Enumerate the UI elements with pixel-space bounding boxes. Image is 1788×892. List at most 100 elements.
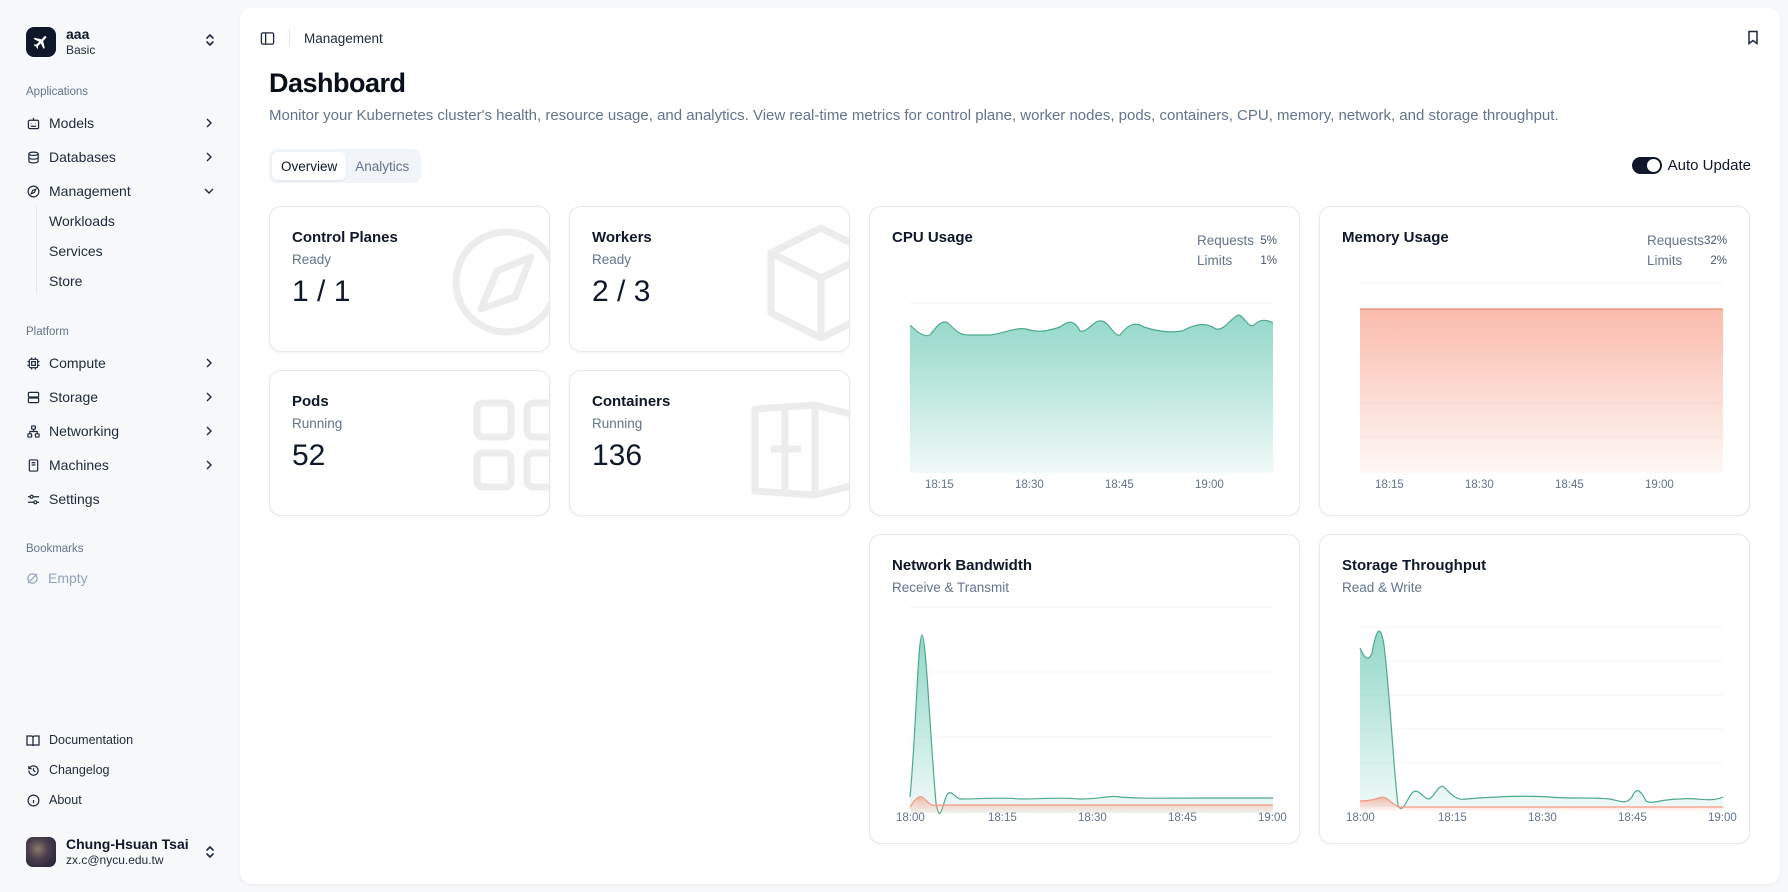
x-tick: 18:30	[1015, 479, 1044, 491]
sidebar-item-networking[interactable]: Networking	[26, 418, 216, 444]
chart-title: Network Bandwidth	[892, 557, 1033, 574]
sidebar-link-documentation[interactable]: Documentation	[26, 733, 133, 747]
x-tick: 18:00	[1346, 812, 1375, 824]
sidebar-item-databases[interactable]: Databases	[26, 144, 216, 170]
x-tick: 18:30	[1078, 812, 1107, 824]
footer-link-label: Documentation	[49, 733, 134, 747]
stat-value: 136	[592, 439, 643, 472]
sliders-icon	[26, 492, 40, 506]
stat-title: Workers	[592, 229, 652, 246]
requests-label: Requests	[1197, 233, 1255, 248]
chart-card-memory: 18:15 18:30 18:45 19:00 Memory Usage Req…	[1319, 206, 1750, 516]
x-tick: 18:30	[1528, 812, 1557, 824]
sidebar-item-settings[interactable]: Settings	[26, 486, 216, 512]
sidebar-item-management[interactable]: Management	[26, 178, 216, 204]
chevron-right-icon	[202, 458, 216, 475]
page-title: Dashboard	[269, 68, 406, 98]
sidebar-toggle-icon[interactable]	[260, 31, 275, 46]
page-description: Monitor your Kubernetes cluster's health…	[269, 107, 1559, 124]
chevron-right-icon	[202, 356, 216, 373]
x-tick: 19:00	[1258, 812, 1287, 824]
plane-icon	[26, 27, 56, 57]
x-tick: 19:00	[1708, 812, 1737, 824]
chevron-right-icon	[202, 424, 216, 441]
history-icon	[26, 763, 40, 777]
cpu-area-chart: 18:15 18:30 18:45 19:00	[909, 302, 1274, 491]
footer-link-label: Changelog	[49, 763, 110, 777]
container-icon	[751, 399, 849, 504]
auto-update-control: Auto Update	[1631, 157, 1751, 174]
sidebar-subitem-workloads[interactable]: Workloads	[49, 213, 115, 229]
chart-title: CPU Usage	[892, 229, 973, 246]
sidebar-item-label: Compute	[49, 355, 106, 371]
x-tick: 18:45	[1555, 479, 1584, 491]
memory-metrics: Requests 32% Limits 2%	[1647, 231, 1727, 271]
section-label-platform: Platform	[26, 326, 69, 338]
stat-value: 2 / 3	[592, 275, 651, 308]
sidebar-item-models[interactable]: Models	[26, 110, 216, 136]
section-label-applications: Applications	[26, 86, 89, 98]
sidebar-item-storage[interactable]: Storage	[26, 384, 216, 410]
x-tick: 18:15	[1438, 812, 1467, 824]
stat-status: Running	[292, 416, 343, 431]
submenu-line	[36, 206, 37, 294]
network-icon	[26, 424, 40, 438]
bookmark-icon[interactable]	[1746, 30, 1760, 50]
topbar-divider	[289, 29, 290, 47]
cpu-metrics: Requests 5% Limits 1%	[1197, 231, 1277, 271]
chevrons-up-down-icon	[204, 844, 216, 865]
stat-value: 1 / 1	[292, 275, 351, 308]
stat-card-containers: Containers Running 136	[569, 370, 850, 516]
requests-value: 32%	[1704, 235, 1728, 247]
auto-update-label: Auto Update	[1667, 157, 1751, 174]
main-panel: Management Dashboard Monitor your Kubern…	[240, 8, 1780, 884]
chart-subtitle: Receive & Transmit	[892, 580, 1010, 595]
stat-title: Control Planes	[292, 229, 398, 246]
x-tick: 18:45	[1105, 479, 1134, 491]
stat-card-control-planes: Control Planes Ready 1 / 1	[269, 206, 550, 352]
tab-analytics[interactable]: Analytics	[355, 158, 410, 174]
footer-link-label: About	[49, 793, 82, 807]
breadcrumb[interactable]: Management	[304, 30, 383, 46]
server-icon	[26, 390, 40, 404]
chevrons-up-down-icon	[204, 32, 216, 53]
grid-icon	[471, 399, 549, 504]
machine-icon	[26, 458, 40, 472]
section-label-bookmarks: Bookmarks	[26, 543, 84, 555]
requests-value: 5%	[1260, 235, 1277, 247]
sidebar-subitem-services[interactable]: Services	[49, 243, 103, 259]
sidebar-item-label: Machines	[49, 457, 109, 473]
x-tick: 18:45	[1168, 812, 1197, 824]
sidebar-item-label: Management	[49, 183, 131, 199]
bot-icon	[26, 116, 40, 130]
x-tick: 19:00	[1645, 479, 1674, 491]
team-switcher[interactable]: aaa Basic	[26, 26, 216, 58]
user-email: zx.c@nycu.edu.tw	[66, 853, 164, 867]
sidebar-item-machines[interactable]: Machines	[26, 452, 216, 478]
tab-overview[interactable]: Overview	[272, 152, 347, 180]
sidebar: aaa Basic Applications Models Databases …	[0, 0, 240, 892]
stat-card-workers: Workers Ready 2 / 3	[569, 206, 850, 352]
storage-area-chart: 18:00 18:15 18:30 18:45 19:00	[1346, 626, 1737, 824]
chevron-right-icon	[202, 390, 216, 407]
limits-value: 2%	[1710, 255, 1727, 267]
x-tick: 18:15	[925, 479, 954, 491]
stat-status: Ready	[592, 252, 632, 267]
info-icon	[26, 793, 40, 807]
sidebar-link-about[interactable]: About	[26, 793, 82, 807]
stat-title: Pods	[292, 393, 329, 410]
auto-update-toggle[interactable]	[1631, 157, 1662, 174]
sidebar-item-label: Settings	[49, 491, 100, 507]
sidebar-subitem-store[interactable]: Store	[49, 273, 83, 289]
chart-title: Storage Throughput	[1342, 557, 1487, 574]
sidebar-link-changelog[interactable]: Changelog	[26, 763, 109, 777]
user-menu[interactable]: Chung-Hsuan Tsai zx.c@nycu.edu.tw	[26, 836, 216, 868]
view-tabs: Overview Analytics	[269, 149, 422, 183]
sidebar-item-label: Storage	[49, 389, 99, 405]
user-name: Chung-Hsuan Tsai	[66, 836, 189, 852]
sidebar-item-label: Networking	[49, 423, 120, 439]
topbar: Management	[260, 28, 1760, 48]
sidebar-item-label: Databases	[49, 149, 116, 165]
team-name: aaa	[66, 26, 90, 42]
sidebar-item-compute[interactable]: Compute	[26, 350, 216, 376]
